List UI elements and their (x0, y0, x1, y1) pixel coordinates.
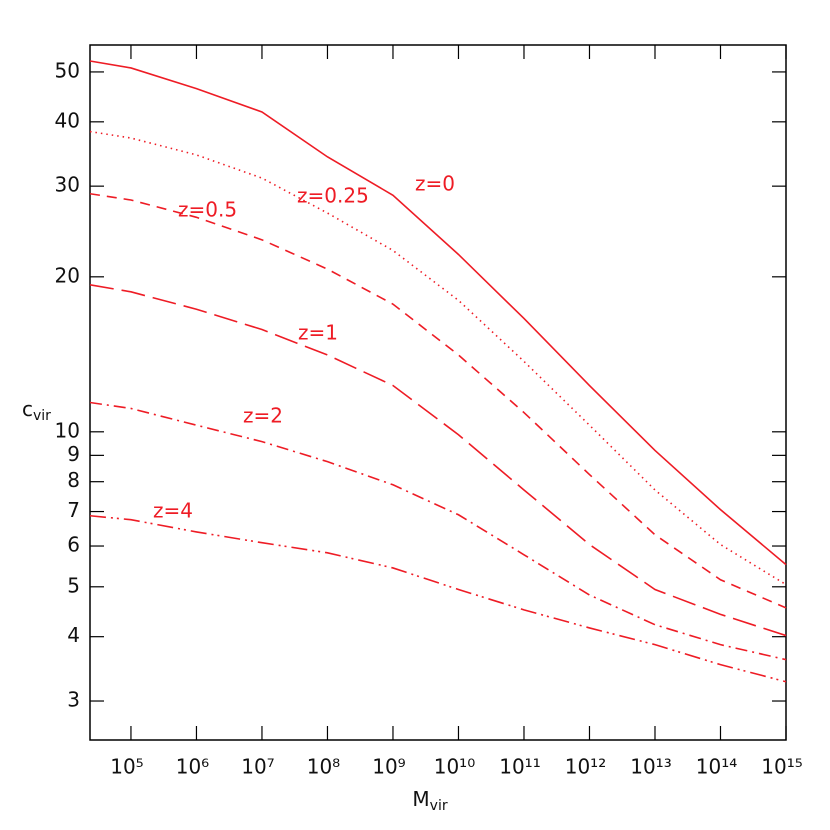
y-label-sub: vir (33, 408, 51, 424)
series-label: z=4 (153, 499, 193, 523)
x-tick-label: 10¹⁴ (696, 755, 737, 779)
plot-frame (89, 44, 787, 741)
x-tick-label: 10¹² (565, 755, 606, 779)
y-tick-label: 8 (67, 468, 80, 492)
x-tick-label: 10¹³ (630, 755, 671, 779)
x-tick-label: 10⁷ (241, 755, 274, 779)
y-tick-label: 10 (55, 418, 80, 442)
x-tick-label: 10⁸ (307, 755, 340, 779)
x-tick-label: 10⁶ (176, 755, 209, 779)
y-tick-label: 20 (55, 263, 80, 287)
series-label: z=0.5 (178, 198, 237, 222)
x-tick-label: 10¹¹ (499, 755, 540, 779)
x-label-sub: vir (430, 798, 448, 814)
y-tick-label: 30 (55, 173, 80, 197)
y-tick-label: 4 (67, 623, 80, 647)
y-label-main: c (22, 397, 33, 421)
y-tick-label: 6 (67, 533, 80, 557)
series-line (89, 130, 787, 586)
series-line (89, 192, 787, 609)
x-label-main: M (412, 787, 429, 811)
y-axis-label: cvir (22, 397, 51, 425)
series-label: z=0.25 (297, 184, 369, 208)
series-label: z=2 (243, 404, 283, 428)
y-tick-label: 40 (55, 108, 80, 132)
x-tick-label: 10⁹ (372, 755, 405, 779)
y-tick-label: 7 (67, 498, 80, 522)
series-line (89, 401, 787, 661)
x-tick-label: 10⁵ (110, 755, 143, 779)
series-line (89, 60, 787, 566)
series-line (89, 283, 787, 637)
x-tick-label: 10¹⁰ (434, 755, 475, 779)
x-tick-label: 10¹⁵ (761, 755, 802, 779)
series-line (89, 514, 787, 683)
y-tick-label: 50 (55, 58, 80, 82)
y-tick-label: 5 (67, 573, 80, 597)
series-label: z=0 (415, 172, 455, 196)
x-axis-label: Mvir (412, 787, 447, 815)
y-tick-label: 9 (67, 442, 80, 466)
series-label: z=1 (298, 321, 338, 345)
y-tick-label: 3 (67, 688, 80, 712)
